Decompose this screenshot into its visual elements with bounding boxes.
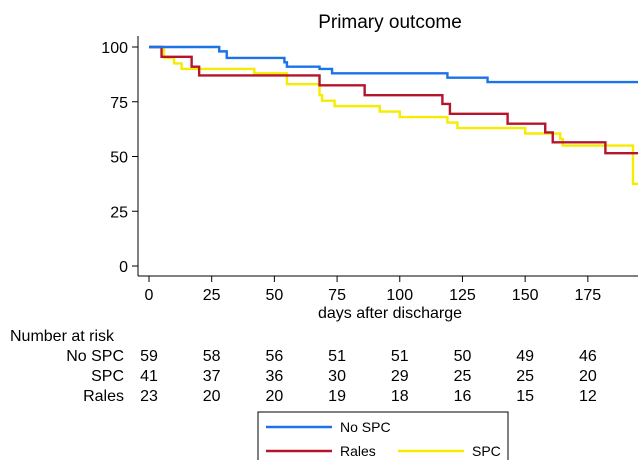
risk-table-title: Number at risk xyxy=(10,328,115,345)
risk-cell: 25 xyxy=(454,368,472,385)
risk-cell: 20 xyxy=(265,388,283,405)
series-line-rales xyxy=(149,45,638,155)
x-tick-label: 125 xyxy=(449,287,476,304)
x-tick-label: 0 xyxy=(145,287,154,304)
risk-row-label: No SPC xyxy=(66,348,124,365)
risk-cell: 37 xyxy=(203,368,221,385)
risk-row-label: Rales xyxy=(83,388,124,405)
risk-cell: 51 xyxy=(328,348,346,365)
risk-cell: 29 xyxy=(391,368,409,385)
risk-cell: 20 xyxy=(203,388,221,405)
risk-row-label: SPC xyxy=(91,368,124,385)
risk-cell: 15 xyxy=(516,388,534,405)
risk-cell: 56 xyxy=(265,348,283,365)
risk-cell: 18 xyxy=(391,388,409,405)
risk-cell: 49 xyxy=(516,348,534,365)
y-tick-label: 0 xyxy=(119,259,128,276)
risk-cell: 19 xyxy=(328,388,346,405)
x-tick-label: 150 xyxy=(512,287,539,304)
legend: No SPC Rales SPC xyxy=(257,411,509,460)
risk-cell: 12 xyxy=(579,388,597,405)
risk-cell: 20 xyxy=(579,368,597,385)
x-axis-label: days after discharge xyxy=(318,305,462,322)
x-tick-label: 25 xyxy=(203,287,221,304)
y-tick-label: 75 xyxy=(110,95,128,112)
risk-cell: 51 xyxy=(391,348,409,365)
legend-label-spc: SPC xyxy=(472,443,501,459)
risk-cell: 25 xyxy=(516,368,534,385)
risk-cell: 23 xyxy=(140,388,158,405)
x-tick-label: 175 xyxy=(574,287,601,304)
y-tick-label: 100 xyxy=(101,40,128,57)
x-ticks: 0 25 50 75 100 125 150 175 xyxy=(145,276,601,304)
chart-title: Primary outcome xyxy=(318,12,462,33)
risk-cell: 58 xyxy=(203,348,221,365)
risk-cell: 16 xyxy=(454,388,472,405)
x-tick-label: 100 xyxy=(386,287,413,304)
risk-table: No SPC 59 58 56 51 51 50 49 46 SPC 41 37 36 30 29 25 25 2… xyxy=(66,348,597,405)
series-line-spc xyxy=(149,45,638,186)
y-tick-label: 50 xyxy=(110,150,128,167)
series-line-no-spc xyxy=(149,45,638,84)
legend-label-rales: Rales xyxy=(340,443,376,459)
x-tick-label: 50 xyxy=(265,287,283,304)
risk-cell: 46 xyxy=(579,348,597,365)
legend-label-no-spc: No SPC xyxy=(340,419,391,435)
y-ticks: 0 25 50 75 100 xyxy=(101,40,138,276)
risk-cell: 30 xyxy=(328,368,346,385)
risk-cell: 59 xyxy=(140,348,158,365)
y-tick-label: 25 xyxy=(110,204,128,221)
risk-cell: 41 xyxy=(140,368,158,385)
x-tick-label: 75 xyxy=(328,287,346,304)
risk-cell: 36 xyxy=(265,368,283,385)
series-layer xyxy=(149,45,638,186)
risk-cell: 50 xyxy=(454,348,472,365)
